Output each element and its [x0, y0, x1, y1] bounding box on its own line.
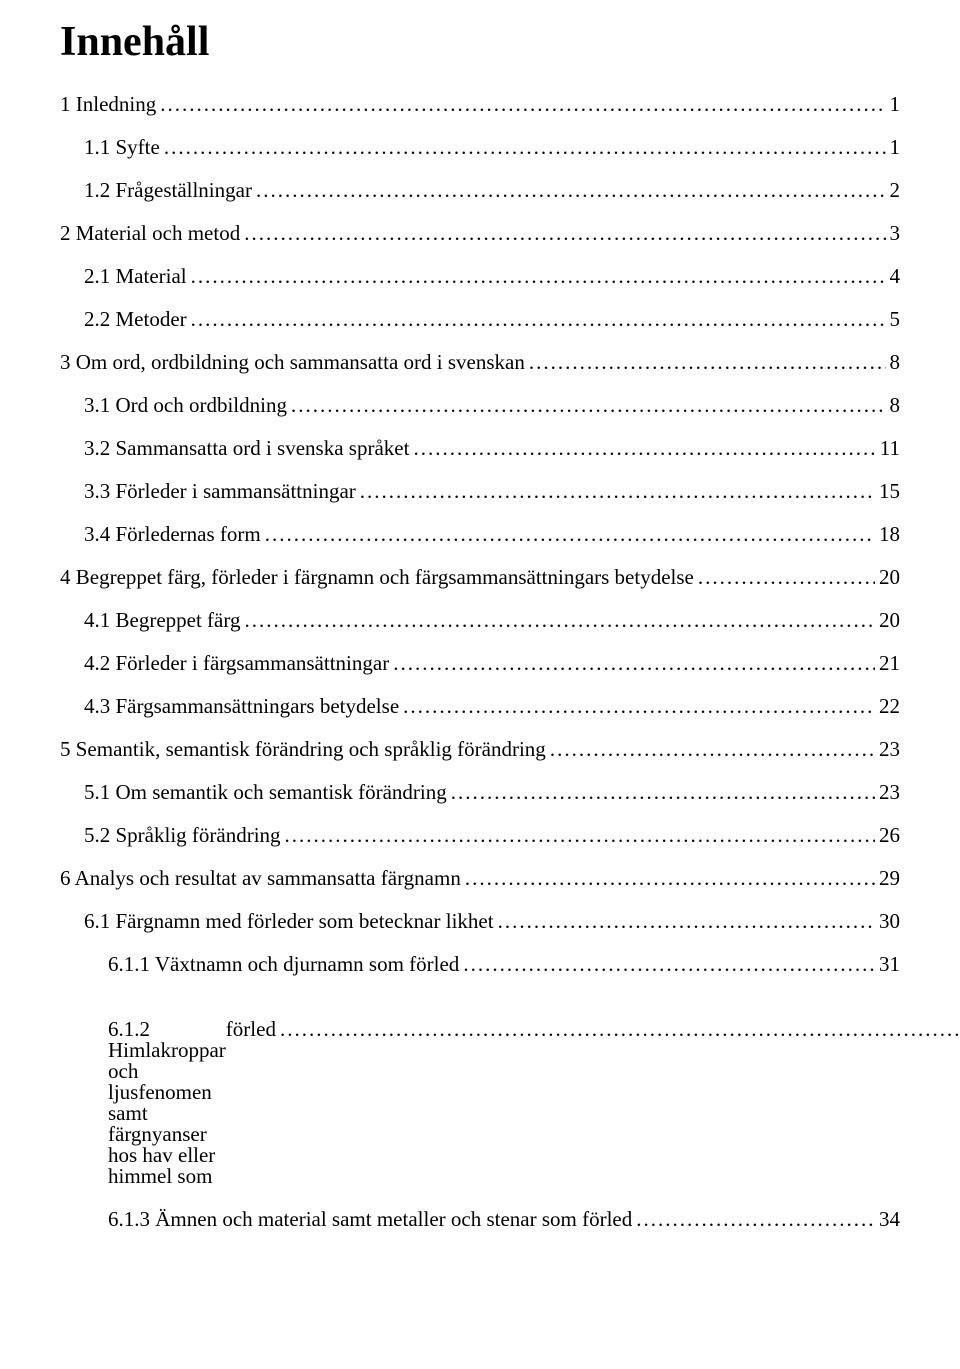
toc-entry-label: 4.1 Begreppet färg — [84, 610, 240, 631]
toc-entry: 1.1 Syfte 1 — [60, 137, 900, 158]
toc-entry: 2.1 Material 4 — [60, 266, 900, 287]
toc-entry: 3.2 Sammansatta ord i svenska språket 11 — [60, 438, 900, 459]
toc-leader — [244, 223, 885, 244]
toc-entry: 3.1 Ord och ordbildning 8 — [60, 395, 900, 416]
toc-entry: 3.3 Förleder i sammansättningar 15 — [60, 481, 900, 502]
toc-entry-page: 11 — [880, 438, 900, 459]
toc-entry-label: 4.2 Förleder i färgsammansättningar — [84, 653, 389, 674]
page-title: Innehåll — [60, 18, 900, 66]
toc-entry: 4.1 Begreppet färg 20 — [60, 610, 900, 631]
toc-entry-page: 21 — [879, 653, 900, 674]
toc-leader — [636, 1209, 875, 1230]
toc-entry: 1.2 Frågeställningar 2 — [60, 180, 900, 201]
toc-entry-label: 4 Begreppet färg, förleder i färgnamn oc… — [60, 567, 694, 588]
toc-entry-page: 18 — [879, 524, 900, 545]
toc-entry: 5.1 Om semantik och semantisk förändring… — [60, 782, 900, 803]
toc-entry-label: 3.4 Förledernas form — [84, 524, 261, 545]
toc-entry-label: 4.3 Färgsammansättningars betydelse — [84, 696, 399, 717]
toc-entry: 5.2 Språklig förändring 26 — [60, 825, 900, 846]
toc-entry-page: 2 — [890, 180, 901, 201]
toc-entry-page: 5 — [890, 309, 901, 330]
toc-entry: 2 Material och metod 3 — [60, 223, 900, 244]
toc-entry-page: 29 — [879, 868, 900, 889]
toc-leader — [191, 266, 886, 287]
toc-leader — [285, 825, 875, 846]
toc-entry-label: 6.1.3 Ämnen och material samt metaller o… — [108, 1209, 632, 1230]
toc-entry-page: 4 — [890, 266, 901, 287]
toc-entry: 3.4 Förledernas form 18 — [60, 524, 900, 545]
toc-leader — [244, 610, 875, 631]
toc-entry: 5 Semantik, semantisk förändring och spr… — [60, 739, 900, 760]
toc-entry: 4.2 Förleder i färgsammansättningar 21 — [60, 653, 900, 674]
toc-entry-page: 26 — [879, 825, 900, 846]
toc-entry-page: 8 — [890, 395, 901, 416]
toc-entry: 6 Analys och resultat av sammansatta fär… — [60, 868, 900, 889]
toc-entry-label: 6.1 Färgnamn med förleder som betecknar … — [84, 911, 494, 932]
toc-entry: 6.1 Färgnamn med förleder som betecknar … — [60, 911, 900, 932]
toc-entry-label: 5.2 Språklig förändring — [84, 825, 281, 846]
toc-leader — [698, 567, 875, 588]
toc-entry-page: 20 — [879, 567, 900, 588]
toc-leader — [393, 653, 875, 674]
toc-leader — [403, 696, 875, 717]
toc-entry: 6.1.2 Himlakroppar och ljusfenomen samt … — [60, 997, 900, 1187]
toc-leader — [160, 94, 885, 115]
toc-entry: 1 Inledning 1 — [60, 94, 900, 115]
toc-entry-page: 1 — [890, 94, 901, 115]
toc-entry-label: 1 Inledning — [60, 94, 156, 115]
toc-entry-label: 3 Om ord, ordbildning och sammansatta or… — [60, 352, 525, 373]
toc-entry-page: 22 — [879, 696, 900, 717]
toc-entry-label: 6 Analys och resultat av sammansatta fär… — [60, 868, 461, 889]
toc-leader — [463, 954, 875, 975]
toc-leader — [191, 309, 886, 330]
toc-entry-label: 6.1.1 Växtnamn och djurnamn som förled — [108, 954, 459, 975]
toc-entry-label: 5 Semantik, semantisk förändring och spr… — [60, 739, 546, 760]
toc-leader — [465, 868, 875, 889]
toc-entry-page: 20 — [879, 610, 900, 631]
toc-entry: 4 Begreppet färg, förleder i färgnamn oc… — [60, 567, 900, 588]
toc-entry-label: 5.1 Om semantik och semantisk förändring — [84, 782, 447, 803]
toc-entry-label: 3.3 Förleder i sammansättningar — [84, 481, 356, 502]
toc-entry: 6.1.3 Ämnen och material samt metaller o… — [60, 1209, 900, 1230]
toc-entry-label: 2.2 Metoder — [84, 309, 187, 330]
toc-leader — [550, 739, 875, 760]
toc-entry-label: 6.1.2 Himlakroppar och ljusfenomen samt … — [108, 1019, 226, 1187]
toc-leader — [360, 481, 875, 502]
toc-entry-page: 15 — [879, 481, 900, 502]
toc-leader — [529, 352, 886, 373]
toc-entry-page: 23 — [879, 739, 900, 760]
toc-entry: 3 Om ord, ordbildning och sammansatta or… — [60, 352, 900, 373]
toc-leader — [291, 395, 886, 416]
toc-entry-label: förled — [226, 1019, 276, 1040]
toc-entry-page: 34 — [879, 1209, 900, 1230]
toc-entry-page: 23 — [879, 782, 900, 803]
toc-entry-page: 31 — [879, 954, 900, 975]
toc-entry-label: 1.2 Frågeställningar — [84, 180, 252, 201]
toc-entry: 4.3 Färgsammansättningars betydelse 22 — [60, 696, 900, 717]
table-of-contents: 1 Inledning 1 1.1 Syfte 1 1.2 Frågeställning… — [60, 94, 900, 1230]
toc-entry-label: 3.1 Ord och ordbildning — [84, 395, 287, 416]
toc-entry-label: 2 Material och metod — [60, 223, 240, 244]
toc-entry-page: 3 — [890, 223, 901, 244]
toc-leader — [164, 137, 886, 158]
toc-leader — [451, 782, 875, 803]
toc-entry-label: 1.1 Syfte — [84, 137, 160, 158]
toc-entry-page: 8 — [890, 352, 901, 373]
toc-leader — [256, 180, 886, 201]
toc-entry-page: 30 — [879, 911, 900, 932]
toc-leader — [498, 911, 875, 932]
toc-leader — [413, 438, 875, 459]
toc-leader — [280, 1019, 960, 1040]
toc-entry-label: 3.2 Sammansatta ord i svenska språket — [84, 438, 409, 459]
toc-entry-label: 2.1 Material — [84, 266, 187, 287]
toc-entry-page: 1 — [890, 137, 901, 158]
toc-leader — [265, 524, 875, 545]
toc-entry: 2.2 Metoder 5 — [60, 309, 900, 330]
toc-entry: 6.1.1 Växtnamn och djurnamn som förled 31 — [60, 954, 900, 975]
